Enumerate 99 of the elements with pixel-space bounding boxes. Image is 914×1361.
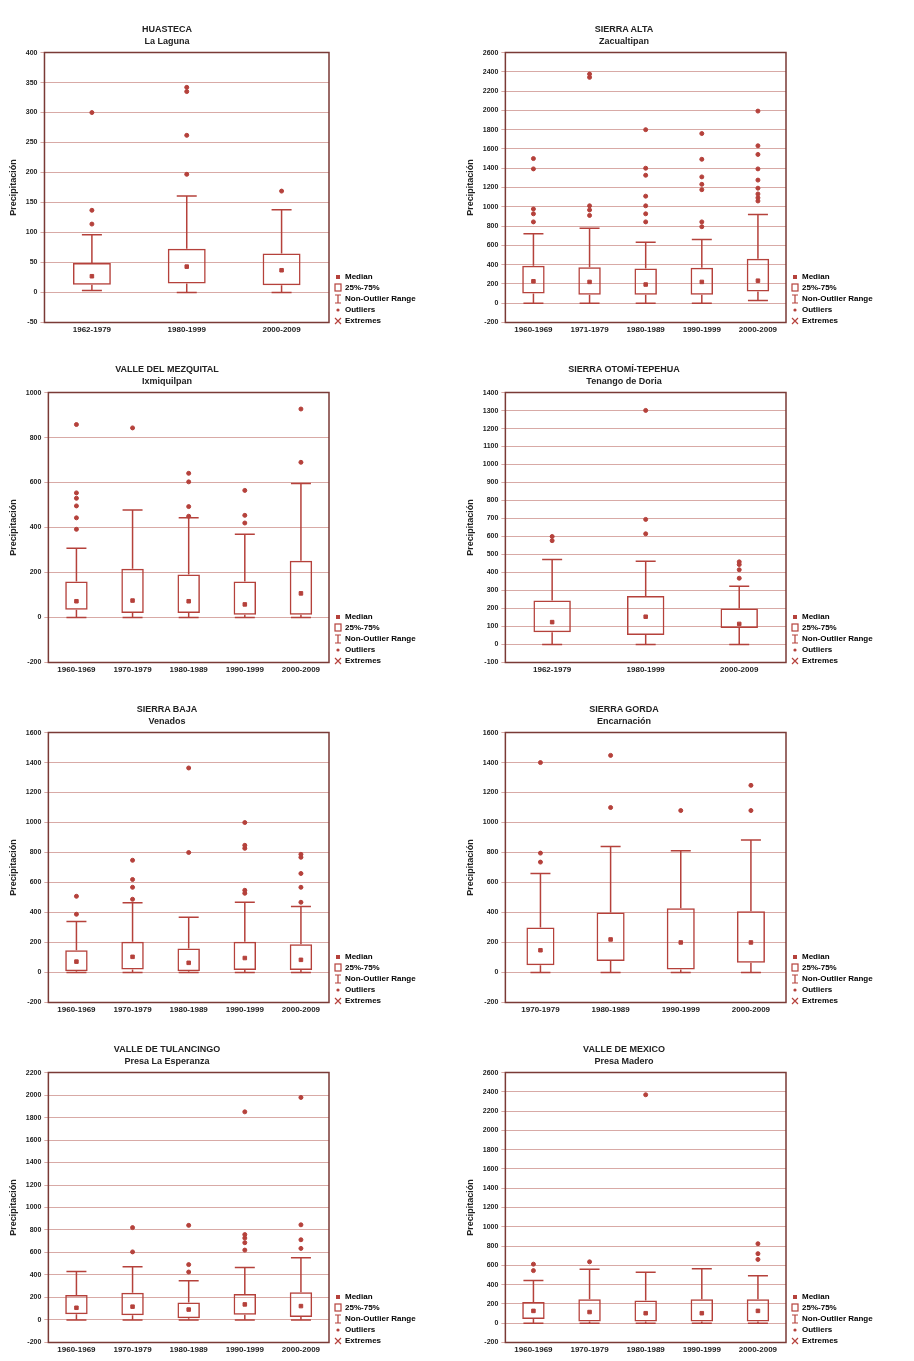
text: Non-Outlier Range [345, 293, 416, 304]
text: Median [802, 611, 830, 622]
text: Non-Outlier Range [345, 973, 416, 984]
y-axis-title: Precipitación [7, 1179, 18, 1236]
text: Outliers [345, 984, 376, 995]
x-tick-label: 1960-1969 [57, 1345, 97, 1355]
chart-subtitle: Encarnación [596, 715, 652, 726]
chart-title: VALLE DE MEXICO [583, 1043, 665, 1054]
x-tick-label: 1990-1999 [225, 1345, 265, 1355]
x-tick-label: 1990-1999 [225, 1005, 265, 1015]
text: Outliers [802, 304, 833, 315]
x-tick-label: 2000-2009 [720, 665, 759, 675]
text: Median [802, 1291, 830, 1302]
text: 25%-75% [345, 962, 380, 973]
x-tick-label: 1960-1969 [514, 325, 554, 335]
x-tick-label: 1970-1979 [113, 1005, 153, 1015]
x-tick-label: 1990-1999 [661, 1005, 701, 1015]
x-tick-label: 1980-1989 [169, 1345, 209, 1355]
text: 25%-75% [802, 282, 837, 293]
text: Non-Outlier Range [802, 633, 873, 644]
chart-title: SIERRA BAJA [136, 703, 198, 714]
chart-subtitle: La Laguna [144, 35, 191, 46]
x-tick-label: 1980-1999 [167, 325, 207, 335]
x-tick-label: 1980-1999 [626, 665, 666, 675]
x-tick-label: 1980-1989 [169, 665, 209, 675]
x-tick-label: 2000-2009 [262, 325, 302, 335]
text: Median [345, 611, 373, 622]
chart-subtitle: Tenango de Doria [586, 375, 663, 386]
x-tick-label: 1960-1969 [57, 665, 97, 675]
text: Median [802, 271, 830, 282]
chart-subtitle: Presa Madero [594, 1055, 655, 1066]
x-tick-label: 2000-2009 [281, 1345, 321, 1355]
x-tick-label: 1962-1979 [72, 325, 112, 335]
text: Extremes [345, 655, 382, 666]
y-axis-title: Precipitación [464, 1179, 475, 1236]
text: Outliers [802, 1324, 833, 1335]
text: 25%-75% [345, 1302, 380, 1313]
x-tick-label: 1980-1989 [626, 325, 666, 335]
chart-title: SIERRA GORDA [589, 703, 660, 714]
x-tick-label: 1970-1979 [113, 665, 153, 675]
x-tick-label: 1960-1969 [57, 1005, 97, 1015]
y-axis-title: Precipitación [7, 839, 18, 896]
chart-subtitle: Presa La Esperanza [124, 1055, 211, 1066]
text: Extremes [345, 315, 382, 326]
text: Extremes [345, 1335, 382, 1346]
text: Extremes [345, 995, 382, 1006]
text: Extremes [802, 995, 839, 1006]
chart-title: VALLE DE TULANCINGO [113, 1043, 221, 1054]
text: Extremes [802, 1335, 839, 1346]
text: Non-Outlier Range [802, 293, 873, 304]
x-tick-label: 1971-1979 [570, 325, 610, 335]
text: Outliers [345, 1324, 376, 1335]
x-tick-label: 2000-2009 [738, 1345, 778, 1355]
text: 25%-75% [345, 282, 380, 293]
text: 25%-75% [802, 962, 837, 973]
x-tick-label: 2000-2009 [281, 1005, 321, 1015]
x-tick-label: 1962-1979 [533, 665, 572, 675]
text: 25%-75% [802, 1302, 837, 1313]
y-axis-title: Precipitación [464, 499, 475, 556]
text: Extremes [802, 655, 839, 666]
chart-subtitle: Ixmiquilpan [141, 375, 193, 386]
chart-subtitle: Zacualtipan [598, 35, 650, 46]
chart-title: HUASTECA [141, 23, 193, 34]
text: Non-Outlier Range [802, 1313, 873, 1324]
text: Extremes [802, 315, 839, 326]
y-axis-title: Precipitación [7, 499, 18, 556]
text: Non-Outlier Range [345, 633, 416, 644]
chart-title: SIERRA ALTA [594, 23, 654, 34]
text: Median [345, 1291, 373, 1302]
x-tick-label: 1970-1979 [570, 1345, 610, 1355]
text: Non-Outlier Range [345, 1313, 416, 1324]
text: Outliers [345, 304, 376, 315]
text: Outliers [802, 644, 833, 655]
x-tick-label: 2000-2009 [281, 665, 321, 675]
chart-title: SIERRA OTOMÍ-TEPEHUA [568, 363, 681, 374]
text: Median [345, 951, 373, 962]
x-tick-label: 1970-1979 [113, 1345, 153, 1355]
y-axis-title: Precipitación [464, 159, 475, 216]
y-axis-title: Precipitación [464, 839, 475, 896]
text: Median [345, 271, 373, 282]
x-tick-label: 1980-1989 [626, 1345, 666, 1355]
text: Outliers [802, 984, 833, 995]
text: 25%-75% [802, 622, 837, 633]
text: Non-Outlier Range [802, 973, 873, 984]
text: Outliers [345, 644, 376, 655]
x-tick-label: 1980-1989 [591, 1005, 631, 1015]
x-tick-label: 1980-1989 [169, 1005, 209, 1015]
chart-subtitle: Venados [148, 715, 186, 726]
y-axis-title: Precipitación [7, 159, 18, 216]
x-tick-label: 2000-2009 [731, 1005, 771, 1015]
chart-title: VALLE DEL MEZQUITAL [115, 363, 220, 374]
text: 25%-75% [345, 622, 380, 633]
text: Median [802, 951, 830, 962]
x-tick-label: 1990-1999 [682, 1345, 722, 1355]
x-tick-label: 1990-1999 [682, 325, 722, 335]
x-tick-label: 1970-1979 [521, 1005, 561, 1015]
x-tick-label: 2000-2009 [738, 325, 778, 335]
x-tick-label: 1960-1969 [514, 1345, 554, 1355]
x-tick-label: 1990-1999 [225, 665, 265, 675]
